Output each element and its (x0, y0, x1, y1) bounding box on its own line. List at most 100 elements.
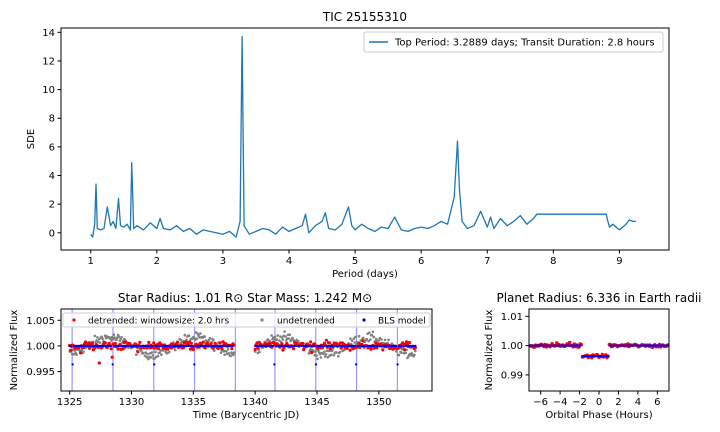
undetrended-point (352, 337, 356, 340)
legend-model-swatch (362, 318, 366, 322)
detrended-point (302, 347, 306, 352)
undetrended-point (208, 336, 212, 340)
undetrended-point (362, 336, 365, 340)
light-curve-y-tick-label: 1.005 (26, 316, 55, 327)
phase-folded-y-ticks: 0.99 1.00 1.01 (501, 312, 529, 381)
undetrended-point (397, 353, 401, 357)
periodogram-y-tick-label: 0 (49, 228, 55, 239)
undetrended-point (154, 350, 157, 354)
model-point (314, 363, 318, 366)
light-curve-y-label: Normalized Flux (9, 310, 20, 391)
periodogram-x-tick-label: 4 (286, 256, 292, 267)
detrended-point (324, 338, 328, 342)
folded-model-point (602, 355, 606, 358)
undetrended-point (354, 335, 357, 339)
phase-folded-x-tick-label: 0 (596, 397, 602, 408)
legend-detrended-label: detrended: windowsize: 2.0 hrs (88, 317, 229, 327)
detrended-point (253, 347, 257, 352)
detrended-point (381, 348, 385, 352)
light-curve-points (68, 330, 417, 366)
folded-model-point (536, 344, 539, 347)
detrended-point (339, 346, 343, 350)
phase-folded-panel: Planet Radius: 6.336 in Earth radii −6 −4… (484, 291, 702, 421)
detrended-point (268, 341, 272, 345)
legend-detrended-swatch (72, 318, 76, 322)
detrended-point (309, 350, 314, 355)
undetrended-point (185, 338, 188, 342)
undetrended-point (372, 335, 376, 339)
folded-model-point (662, 344, 666, 347)
undetrended-point (369, 338, 372, 341)
undetrended-point (365, 337, 369, 341)
folded-model-point (592, 355, 596, 358)
phase-folded-x-tick-label: −6 (533, 397, 548, 408)
undetrended-point (357, 334, 361, 338)
detrended-point (116, 347, 120, 351)
undetrended-point (93, 334, 97, 338)
undetrended-point (111, 337, 115, 341)
folded-model-point (661, 344, 664, 347)
folded-model-point (643, 344, 646, 347)
detrended-point (345, 346, 349, 350)
undetrended-point (227, 352, 231, 355)
light-curve-y-ticks: 0.995 1.000 1.005 (26, 316, 61, 378)
detrended-point (327, 341, 331, 345)
undetrended-point (387, 338, 390, 342)
detrended-point (113, 341, 117, 346)
folded-model-point (610, 344, 613, 347)
periodogram-x-tick-label: 9 (616, 256, 622, 267)
undetrended-point (273, 335, 277, 339)
legend-undetrended-swatch (260, 318, 264, 322)
folded-model-point (631, 344, 635, 347)
detrended-point (301, 341, 305, 345)
model-point (271, 344, 275, 348)
undetrended-point (156, 354, 160, 358)
undetrended-point (150, 351, 154, 354)
folded-model-point (548, 344, 551, 347)
phase-folded-y-tick-label: 1.01 (501, 312, 523, 323)
undetrended-point (414, 349, 417, 353)
undetrended-point (144, 351, 148, 354)
folded-model-point (577, 344, 580, 347)
light-curve-panel: Star Radius: 1.01 R⊙ Star Mass: 1.242 M⊙… (9, 291, 433, 421)
folded-model-point (581, 355, 584, 358)
undetrended-point (353, 341, 357, 344)
sde-series-line (90, 35, 636, 238)
folded-model-point (616, 344, 619, 347)
model-point (69, 344, 73, 348)
phase-folded-x-ticks: −6 −4 −2 0 2 4 6 (533, 391, 661, 408)
folded-model-point (627, 344, 631, 347)
folded-model-point (664, 344, 668, 347)
undetrended-point (350, 339, 354, 343)
undetrended-point (149, 356, 153, 359)
model-point (191, 344, 194, 348)
phase-folded-y-label: Normalized Flux (484, 310, 495, 391)
phase-folded-x-tick-label: 4 (635, 397, 641, 408)
detrended-point (109, 347, 113, 351)
folded-model-point (626, 344, 629, 347)
phase-folded-x-tick-label: −4 (553, 397, 568, 408)
folded-point (555, 341, 559, 345)
folded-model-point (635, 344, 639, 347)
undetrended-point (283, 330, 286, 333)
undetrended-point (174, 348, 177, 352)
model-point (414, 344, 417, 348)
legend-box (363, 31, 664, 53)
periodogram-y-tick-label: 14 (42, 28, 55, 39)
detrended-point (124, 340, 128, 344)
star-properties-title: Star Radius: 1.01 R⊙ Star Mass: 1.242 M⊙ (118, 291, 372, 305)
folded-model-point (647, 344, 650, 347)
folded-point (567, 340, 572, 345)
phase-folded-x-tick-label: −2 (572, 397, 587, 408)
folded-model-point (637, 344, 641, 347)
folded-model-point (587, 355, 590, 358)
folded-model-point (540, 344, 543, 347)
light-curve-x-tick-label: 1325 (57, 397, 82, 408)
undetrended-point (281, 338, 285, 341)
phase-folded-x-label: Orbital Phase (Hours) (545, 410, 652, 421)
detrended-point (97, 361, 101, 365)
folded-model-point (544, 344, 547, 347)
folded-model-point (542, 344, 545, 347)
periodogram-x-tick-label: 8 (550, 256, 556, 267)
